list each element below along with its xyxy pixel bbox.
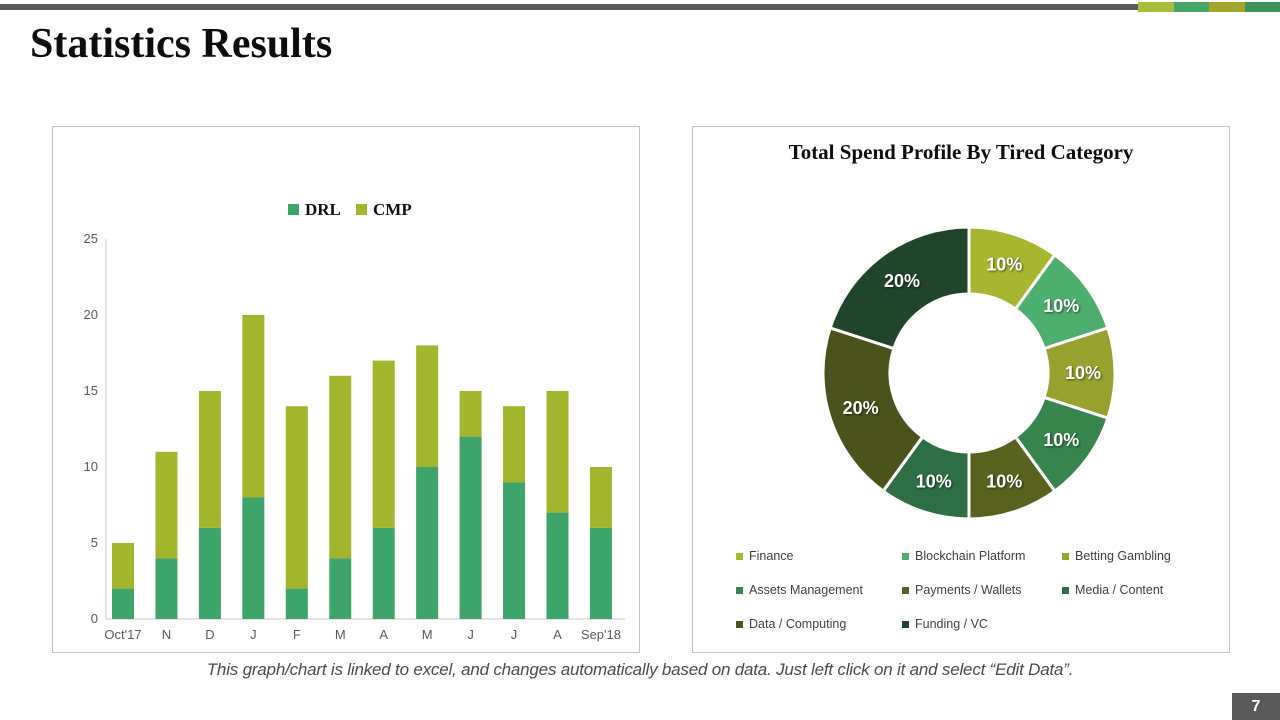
page-number: 7 — [1251, 697, 1261, 715]
donut-segment-label: 20% — [843, 398, 879, 418]
bar-segment-DRL[interactable] — [459, 436, 482, 619]
bar-segment-CMP[interactable] — [285, 406, 308, 589]
pie-legend-swatch — [736, 552, 743, 560]
bar-legend-swatch — [288, 204, 299, 215]
bar-segment-DRL[interactable] — [112, 588, 134, 619]
pie-chart-title: Total Spend Profile By Tired Category — [788, 140, 1134, 164]
y-tick-label: 0 — [91, 611, 98, 626]
bar-segment-DRL[interactable] — [416, 467, 439, 619]
pie-legend-item: Assets Management — [736, 583, 902, 597]
donut-segment-label: 20% — [884, 271, 920, 291]
bar-segment-DRL[interactable] — [155, 558, 178, 619]
pie-legend-label: Payments / Wallets — [915, 583, 1022, 597]
x-tick-label: Sep'18 — [581, 627, 621, 642]
pie-legend-label: Blockchain Platform — [915, 549, 1026, 563]
pie-legend-label: Media / Content — [1075, 583, 1164, 597]
x-tick-label: A — [379, 627, 388, 642]
bar-segment-CMP[interactable] — [503, 406, 526, 483]
top-accent-segments — [1138, 2, 1280, 12]
bar-segment-CMP[interactable] — [546, 391, 569, 513]
donut-chart[interactable]: 10% 10% 10% 10% 10% 10% 20% 20% — [693, 127, 1229, 652]
bar-segment-CMP[interactable] — [329, 375, 352, 559]
x-tick-label: J — [511, 627, 518, 642]
y-tick-label: 5 — [91, 535, 98, 550]
bar-segment-DRL[interactable] — [589, 527, 612, 619]
x-tick-label: J — [467, 627, 474, 642]
donut-segment-label: 10% — [1043, 430, 1079, 450]
donut-segment-label: 10% — [986, 471, 1022, 491]
pie-legend-item: Betting Gambling — [1062, 549, 1234, 563]
bar-legend-swatch — [356, 204, 367, 215]
pie-legend-item: Media / Content — [1062, 583, 1234, 597]
accent-segment — [1138, 2, 1174, 12]
pie-legend-swatch — [1062, 586, 1069, 594]
pie-legend-label: Betting Gambling — [1075, 549, 1171, 563]
pie-legend-swatch — [736, 620, 743, 628]
y-tick-label: 20 — [84, 307, 98, 322]
accent-segment — [1209, 2, 1245, 12]
donut-segment-label: 10% — [1043, 296, 1079, 316]
accent-segment — [1173, 2, 1209, 12]
bar-segment-CMP[interactable] — [459, 391, 482, 437]
x-tick-label: Oct'17 — [104, 627, 141, 642]
pie-legend-item: Finance — [736, 549, 902, 563]
pie-legend-label: Assets Management — [749, 583, 863, 597]
donut-segment[interactable] — [828, 225, 971, 351]
page-title: Statistics Results — [30, 21, 333, 67]
page-number-badge: 7 — [1232, 693, 1280, 720]
top-bar-line — [0, 4, 1140, 10]
pie-legend: Finance Blockchain Platform Betting Gambli… — [736, 539, 1234, 641]
pie-legend-item: Data / Computing — [736, 617, 902, 631]
x-tick-label: F — [293, 627, 301, 642]
pie-chart-panel[interactable]: Total Spend Profile By Tired Category 10… — [692, 126, 1230, 653]
x-tick-label: M — [335, 627, 346, 642]
bar-chart-panel[interactable]: DRL CMP 0 5 10 15 20 25 Oct'17 N D J F M A M J J A Sep'18 — [52, 126, 640, 653]
pie-legend-swatch — [902, 552, 909, 560]
bar-legend-label: CMP — [373, 200, 412, 219]
donut-segment-label: 10% — [986, 255, 1022, 275]
pie-legend-item: Payments / Wallets — [902, 583, 1062, 597]
bar-segment-DRL[interactable] — [198, 527, 221, 619]
x-tick-label: J — [250, 627, 257, 642]
bar-legend-label: DRL — [305, 200, 341, 219]
pie-legend-swatch — [902, 620, 909, 628]
y-tick-label: 25 — [84, 231, 98, 246]
bar-segment-DRL[interactable] — [503, 482, 526, 619]
bar-segment-CMP[interactable] — [589, 467, 612, 528]
pie-legend-swatch — [902, 586, 909, 594]
pie-legend-item: Funding / VC — [902, 617, 1062, 631]
bar-segment-DRL[interactable] — [242, 497, 265, 619]
bar-segment-CMP[interactable] — [155, 451, 178, 559]
stacked-bar-chart[interactable]: DRL CMP 0 5 10 15 20 25 Oct'17 N D J F M A M J J A Sep'18 — [53, 127, 639, 652]
bar-segment-CMP[interactable] — [198, 391, 221, 528]
pie-legend-swatch — [1062, 552, 1069, 560]
x-tick-label: M — [422, 627, 433, 642]
pie-legend-label: Finance — [749, 549, 794, 563]
bar-segment-CMP[interactable] — [112, 543, 134, 589]
y-tick-label: 10 — [84, 459, 98, 474]
bar-segment-DRL[interactable] — [329, 558, 352, 619]
donut-segment[interactable] — [821, 325, 925, 494]
donut-segment-label: 10% — [916, 471, 952, 491]
x-tick-label: D — [205, 627, 214, 642]
y-tick-label: 15 — [84, 383, 98, 398]
bar-segment-DRL[interactable] — [285, 588, 308, 619]
pie-legend-label: Funding / VC — [915, 617, 988, 631]
bar-segment-CMP[interactable] — [372, 360, 395, 528]
accent-segment — [1244, 2, 1280, 12]
donut-segment-label: 10% — [1065, 363, 1101, 383]
pie-legend-swatch — [736, 586, 743, 594]
x-tick-label: A — [553, 627, 562, 642]
bar-segment-DRL[interactable] — [546, 512, 569, 619]
bar-segment-CMP[interactable] — [416, 345, 439, 467]
bar-segment-DRL[interactable] — [372, 527, 395, 619]
pie-legend-item: Blockchain Platform — [902, 549, 1062, 563]
pie-legend-label: Data / Computing — [749, 617, 847, 631]
x-tick-label: N — [162, 627, 171, 642]
footer-note: This graph/chart is linked to excel, and… — [206, 660, 1074, 679]
bar-segment-CMP[interactable] — [242, 315, 265, 498]
